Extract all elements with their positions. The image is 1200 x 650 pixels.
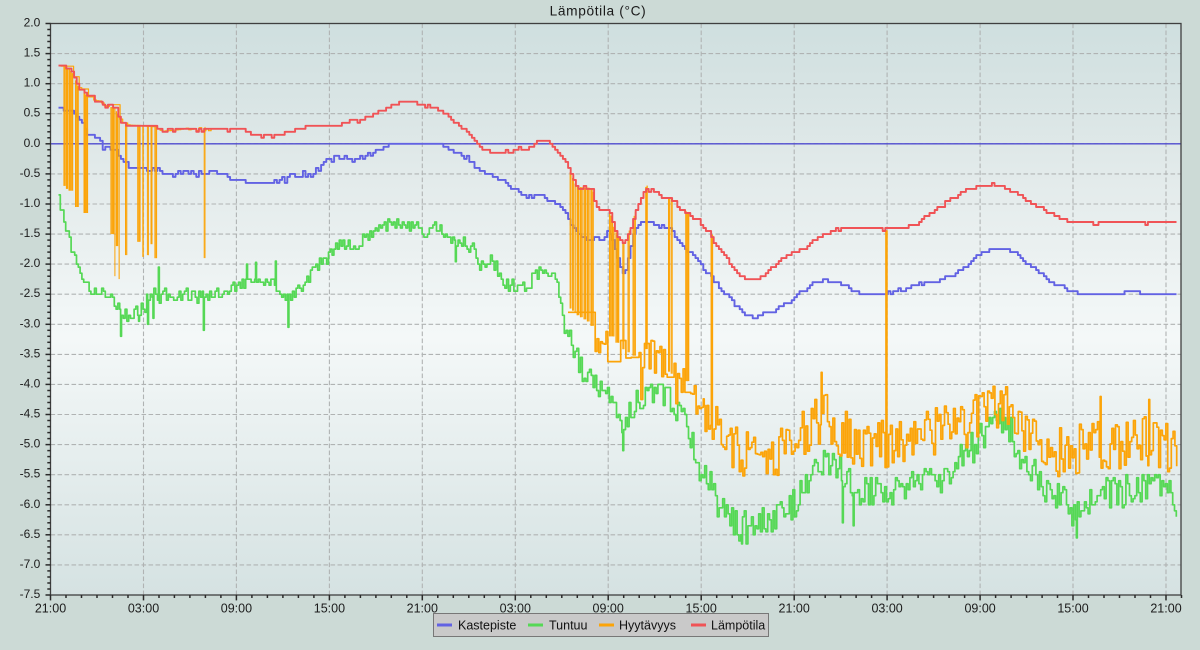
svg-text:-5.0: -5.0 xyxy=(20,437,41,451)
svg-text:-1.0: -1.0 xyxy=(20,196,41,210)
svg-text:-3.0: -3.0 xyxy=(20,316,41,330)
svg-text:-7.0: -7.0 xyxy=(20,557,41,571)
svg-text:15:00: 15:00 xyxy=(1057,602,1088,616)
svg-text:15:00: 15:00 xyxy=(314,602,345,616)
svg-text:-4.0: -4.0 xyxy=(20,376,41,390)
svg-text:-0.5: -0.5 xyxy=(20,166,41,180)
svg-text:-3.5: -3.5 xyxy=(20,346,41,360)
svg-text:Lämpötila: Lämpötila xyxy=(711,619,765,633)
svg-text:Kastepiste: Kastepiste xyxy=(458,619,516,633)
svg-text:2.0: 2.0 xyxy=(24,16,41,30)
svg-text:1.5: 1.5 xyxy=(24,46,41,60)
svg-text:0.0: 0.0 xyxy=(24,136,41,150)
svg-text:21:00: 21:00 xyxy=(1150,602,1181,616)
svg-text:09:00: 09:00 xyxy=(964,602,995,616)
svg-text:-5.5: -5.5 xyxy=(20,467,41,481)
svg-text:09:00: 09:00 xyxy=(221,602,252,616)
svg-text:03:00: 03:00 xyxy=(500,602,531,616)
svg-text:09:00: 09:00 xyxy=(593,602,624,616)
svg-text:03:00: 03:00 xyxy=(128,602,159,616)
svg-text:-4.5: -4.5 xyxy=(20,407,41,421)
svg-text:1.0: 1.0 xyxy=(24,76,41,90)
svg-text:Lämpötila (°C): Lämpötila (°C) xyxy=(550,4,647,19)
svg-text:21:00: 21:00 xyxy=(35,602,66,616)
svg-text:-7.5: -7.5 xyxy=(20,587,41,601)
svg-text:21:00: 21:00 xyxy=(779,602,810,616)
svg-text:21:00: 21:00 xyxy=(407,602,438,616)
svg-text:-2.5: -2.5 xyxy=(20,286,41,300)
svg-text:0.5: 0.5 xyxy=(24,106,41,120)
svg-text:-2.0: -2.0 xyxy=(20,256,41,270)
svg-text:Hyytävyys: Hyytävyys xyxy=(619,619,676,633)
svg-text:03:00: 03:00 xyxy=(871,602,902,616)
svg-text:15:00: 15:00 xyxy=(686,602,717,616)
svg-text:-1.5: -1.5 xyxy=(20,226,41,240)
svg-text:-6.5: -6.5 xyxy=(20,527,41,541)
svg-text:-6.0: -6.0 xyxy=(20,497,41,511)
svg-text:Tuntuu: Tuntuu xyxy=(549,619,588,633)
